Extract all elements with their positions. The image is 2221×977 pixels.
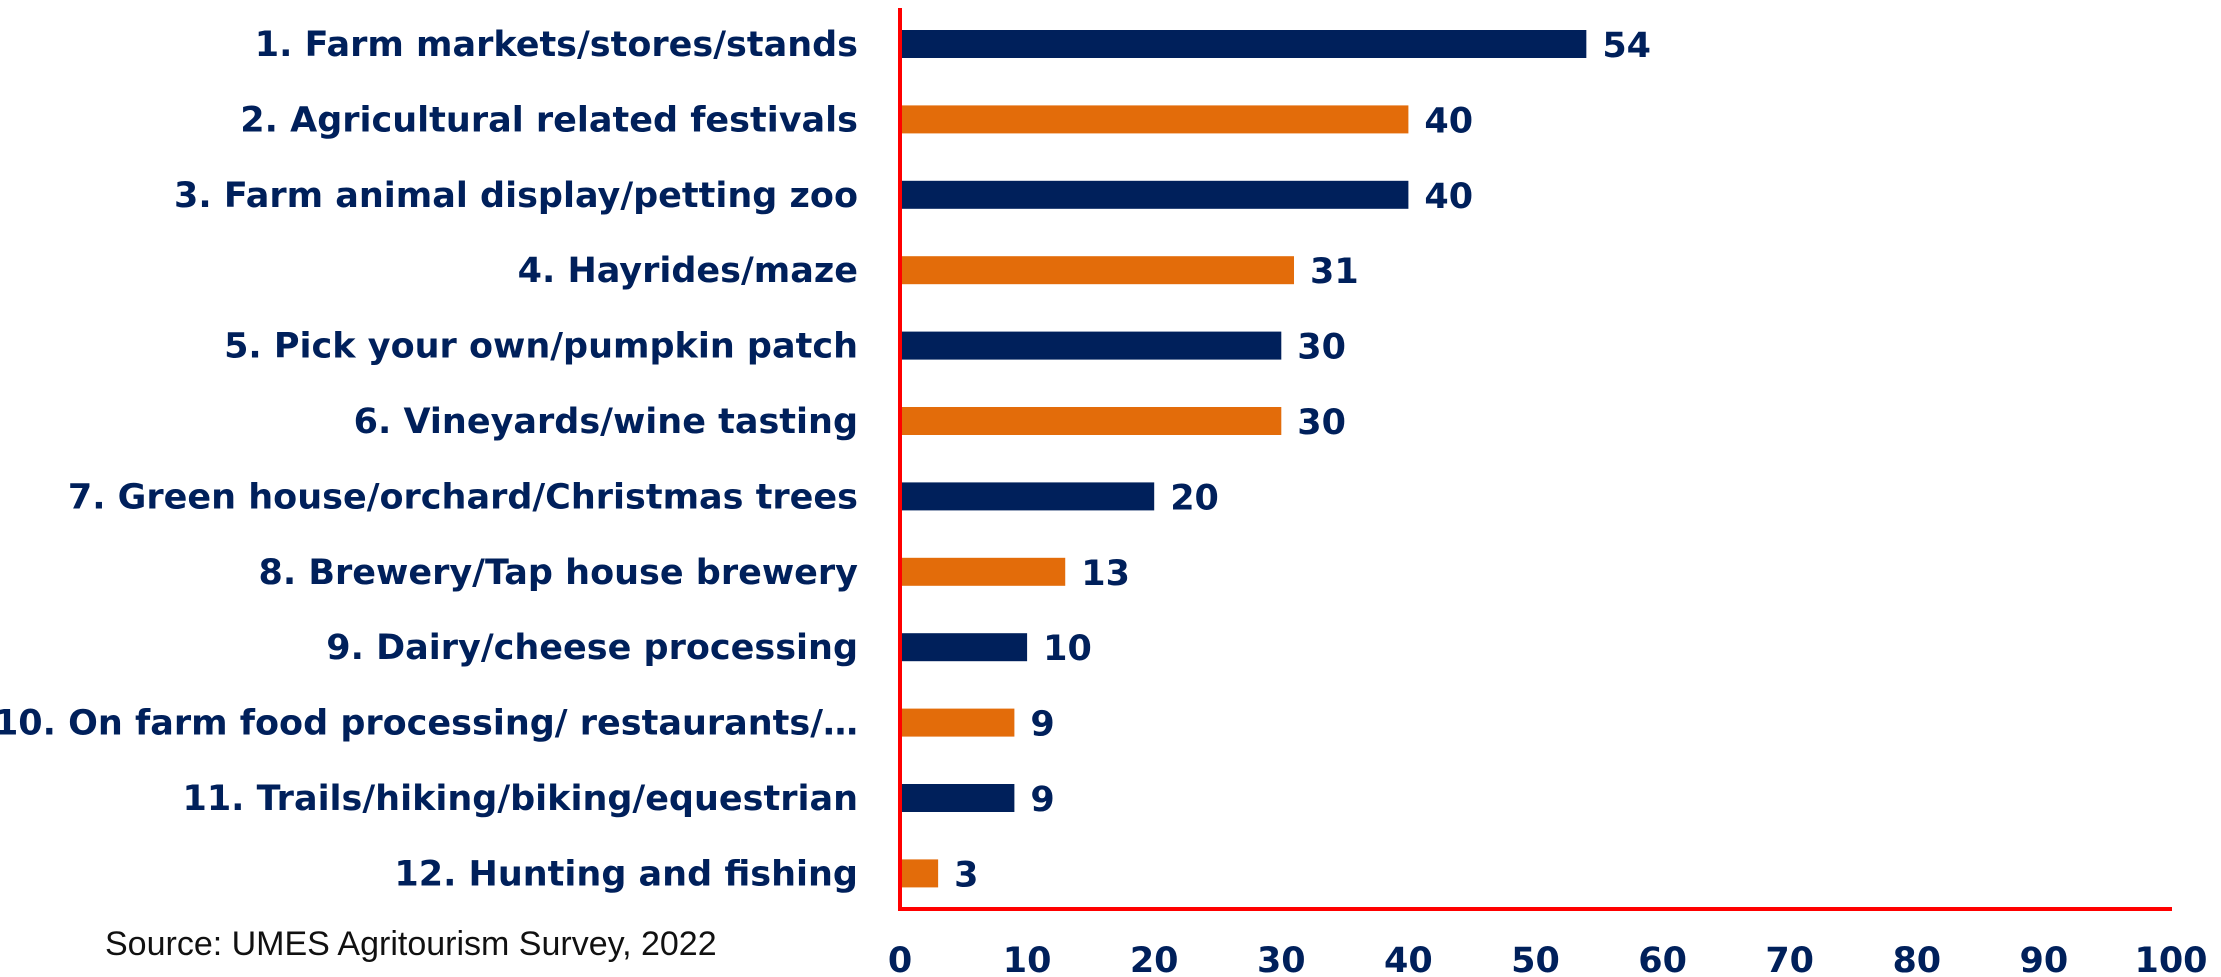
value-label: 3 [954, 855, 978, 895]
bar [900, 30, 1587, 58]
value-label: 30 [1297, 328, 1346, 368]
category-label: 6. Vineyards/wine tasting [354, 402, 858, 442]
x-tick-label: 80 [1892, 941, 1941, 977]
bar [900, 784, 1015, 812]
bar [900, 557, 1066, 586]
bar [900, 708, 1015, 737]
bar [900, 256, 1295, 285]
category-label: 11. Trails/hiking/biking/equestrian [182, 779, 858, 819]
value-label: 20 [1170, 478, 1219, 518]
bar [900, 859, 939, 888]
x-tick-label: 60 [1638, 941, 1687, 977]
value-label: 9 [1030, 780, 1054, 820]
category-label: 3. Farm animal display/petting zoo [174, 176, 858, 216]
value-label: 31 [1310, 252, 1359, 292]
x-axis-tick-labels: 0 10 20 30 40 50 60 70 80 90 100 [888, 941, 2208, 977]
bar [900, 180, 1409, 209]
bar [900, 105, 1409, 134]
bar [900, 482, 1155, 511]
source-note: Source: UMES Agritourism Survey, 2022 [105, 925, 717, 963]
x-tick-label: 10 [1003, 941, 1052, 977]
x-tick-label: 90 [2020, 941, 2069, 977]
bar [900, 407, 1282, 435]
value-label: 9 [1030, 705, 1054, 745]
x-tick-label: 40 [1384, 941, 1433, 977]
bar [900, 633, 1028, 662]
category-label: 5. Pick your own/pumpkin patch [224, 327, 858, 367]
value-labels: 54 40 40 31 30 30 20 13 10 9 9 3 [954, 26, 1651, 895]
category-label: 12. Hunting and fishing [394, 854, 858, 894]
category-labels: 1. Farm markets/stores/stands 2. Agricult… [0, 25, 858, 894]
bars-group [900, 30, 1587, 888]
category-label: 2. Agricultural related festivals [240, 100, 858, 140]
value-label: 40 [1424, 101, 1473, 141]
value-label: 30 [1297, 403, 1346, 443]
value-label: 54 [1602, 26, 1651, 66]
category-label: 7. Green house/orchard/Christmas trees [68, 477, 858, 517]
x-tick-label: 70 [1765, 941, 1814, 977]
value-label: 40 [1424, 177, 1473, 217]
value-label: 13 [1081, 554, 1130, 594]
category-label: 9. Dairy/cheese processing [326, 628, 858, 668]
x-tick-label: 50 [1511, 941, 1560, 977]
category-label: 4. Hayrides/maze [518, 251, 858, 291]
x-tick-label: 0 [888, 941, 912, 977]
category-label: 1. Farm markets/stores/stands [255, 25, 858, 65]
category-label: 8. Brewery/Tap house brewery [259, 553, 859, 593]
category-label: 10. On farm food processing/ restaurants… [0, 704, 858, 744]
x-tick-label: 30 [1257, 941, 1306, 977]
x-tick-label: 100 [2134, 941, 2207, 977]
bar [900, 331, 1282, 360]
value-label: 10 [1043, 629, 1092, 669]
x-tick-label: 20 [1130, 941, 1179, 977]
